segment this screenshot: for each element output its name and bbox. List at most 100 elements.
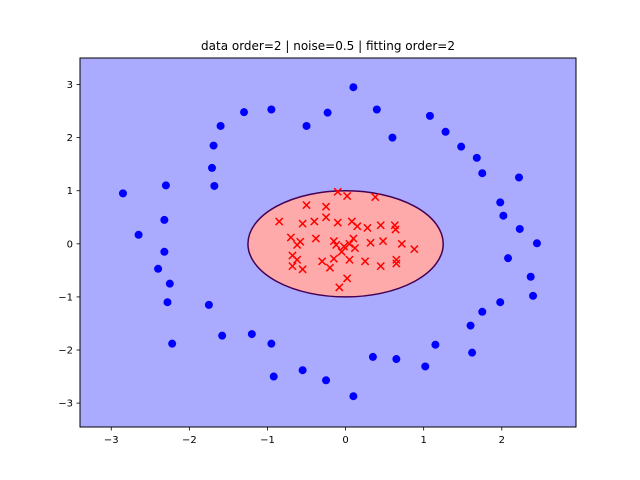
data-point-x — [397, 239, 406, 248]
x-tick-label: −3 — [104, 435, 119, 446]
data-point-circle — [468, 348, 477, 357]
y-tick-label: 0 — [67, 239, 73, 250]
data-point-circle — [431, 340, 440, 349]
data-point-circle — [216, 121, 225, 130]
data-point-circle — [160, 247, 169, 256]
data-point-circle — [240, 108, 249, 117]
data-point-x — [311, 234, 321, 243]
data-point-circle — [210, 181, 219, 190]
data-point-circle — [388, 133, 397, 142]
decision-region-ellipse — [247, 189, 444, 298]
series-1 — [275, 187, 419, 292]
data-point-x — [298, 265, 307, 274]
data-point-x — [329, 237, 338, 246]
data-point-x — [376, 221, 385, 230]
data-point-circle — [154, 264, 163, 273]
data-point-x — [337, 247, 346, 256]
data-point-circle — [478, 169, 487, 178]
data-point-x — [310, 217, 319, 226]
data-point-circle — [165, 279, 174, 288]
x-tick-label: 0 — [342, 435, 348, 446]
data-point-x — [318, 257, 327, 266]
y-tick-label: −3 — [58, 399, 73, 410]
data-point-x — [333, 218, 342, 227]
data-point-circle — [532, 239, 541, 248]
data-point-circle — [161, 181, 170, 190]
data-point-x — [345, 255, 354, 264]
data-point-circle — [208, 163, 217, 172]
data-point-circle — [302, 121, 311, 130]
data-point-x — [329, 254, 338, 263]
data-point-x — [376, 261, 385, 271]
x-tick-label: 2 — [499, 435, 505, 446]
data-point-circle — [218, 331, 227, 340]
data-point-circle — [349, 392, 358, 401]
data-point-x — [335, 283, 344, 292]
data-point-x — [349, 234, 358, 243]
data-point-circle — [441, 127, 450, 136]
data-point-x — [353, 222, 362, 231]
series-0 — [118, 83, 541, 401]
data-point-circle — [267, 339, 276, 348]
x-tick-label: −2 — [182, 435, 197, 446]
data-point-x — [378, 237, 388, 246]
x-axis: −3 −2 −1 0 1 2 — [104, 427, 505, 446]
data-point-circle — [526, 272, 535, 281]
data-point-circle — [499, 211, 508, 220]
y-tick-label: 3 — [67, 80, 73, 91]
data-point-circle — [457, 142, 466, 151]
data-point-circle — [298, 366, 307, 375]
data-point-x — [302, 200, 311, 210]
data-point-x — [321, 202, 331, 211]
y-tick-label: 2 — [67, 133, 73, 144]
data-point-x — [363, 223, 372, 233]
data-point-circle — [496, 298, 505, 307]
data-point-circle — [322, 376, 331, 385]
data-point-x — [321, 213, 331, 222]
data-point-x — [332, 240, 341, 250]
data-point-circle — [134, 230, 143, 239]
data-point-circle — [466, 321, 475, 330]
data-point-x — [360, 257, 370, 266]
data-point-x — [339, 242, 349, 251]
data-point-x — [343, 274, 352, 283]
data-point-x — [366, 238, 375, 247]
data-point-x — [350, 243, 360, 253]
plot-area — [118, 83, 541, 401]
data-point-circle — [349, 83, 358, 92]
data-point-x — [325, 263, 335, 272]
data-point-circle — [392, 355, 401, 364]
data-point-x — [343, 191, 352, 201]
data-point-circle — [269, 372, 278, 381]
y-tick-label: −1 — [58, 292, 73, 303]
data-point-x — [293, 240, 302, 250]
data-point-circle — [421, 362, 430, 371]
data-point-circle — [168, 339, 177, 348]
data-point-circle — [118, 189, 127, 198]
data-point-circle — [163, 298, 172, 307]
data-point-x — [371, 192, 380, 202]
data-point-x — [392, 259, 401, 268]
chart-title: data order=2 | noise=0.5 | fitting order… — [201, 39, 455, 53]
data-point-circle — [267, 105, 276, 114]
data-point-circle — [247, 330, 256, 339]
data-point-circle — [514, 173, 523, 182]
data-point-x — [345, 239, 354, 248]
data-point-circle — [496, 198, 505, 207]
data-point-x — [288, 261, 297, 271]
data-point-x — [298, 219, 307, 228]
data-point-circle — [478, 307, 487, 316]
data-point-x — [392, 255, 401, 264]
x-tick-label: 1 — [420, 435, 426, 446]
data-point-circle — [209, 141, 218, 150]
data-point-x — [410, 245, 419, 254]
data-point-circle — [425, 111, 434, 120]
data-point-circle — [529, 291, 538, 300]
plot-frame — [79, 57, 577, 428]
data-point-circle — [504, 254, 513, 263]
data-point-circle — [204, 300, 213, 309]
data-point-x — [293, 255, 302, 264]
data-point-x — [333, 187, 342, 196]
data-point-x — [275, 217, 284, 226]
